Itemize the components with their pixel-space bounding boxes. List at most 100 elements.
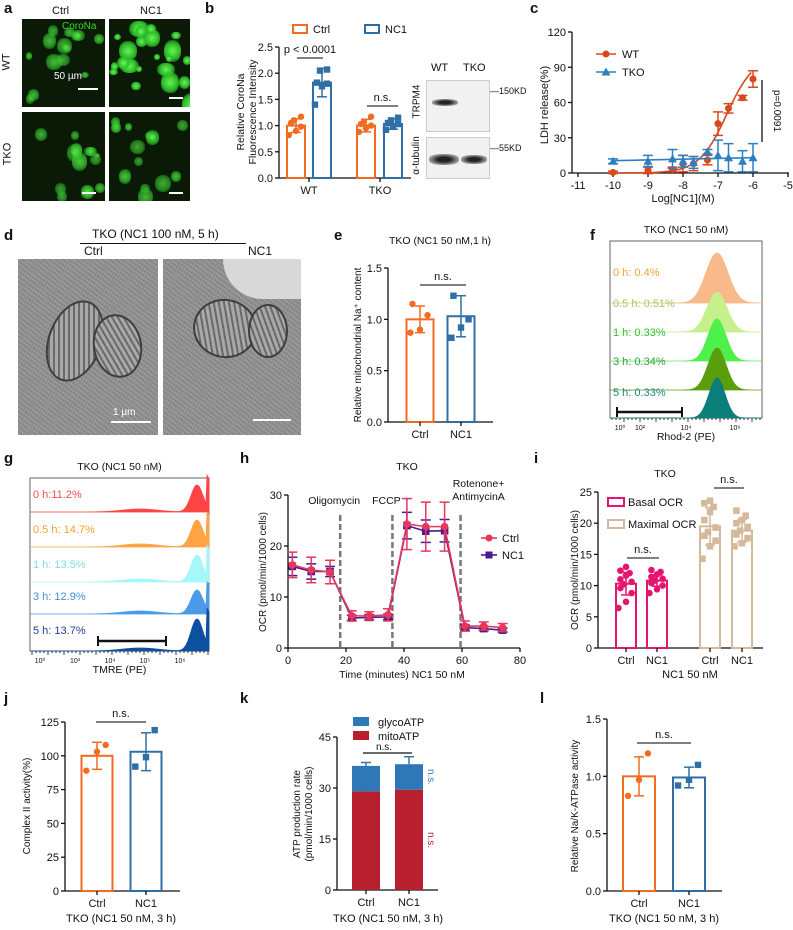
x-tick-label: 10⁰: [35, 657, 46, 665]
x-tick-label: Ctrl: [88, 898, 105, 910]
data-point: [714, 120, 722, 128]
x-tick-label: Ctrl: [411, 429, 428, 441]
y-axis-label: LDH release(%): [539, 66, 551, 144]
legend-swatch: [353, 731, 369, 740]
data-point: [389, 123, 397, 130]
cell-fluorescence: [48, 25, 58, 38]
x-axis-label: TMRE (PE): [93, 664, 147, 676]
data-point: [706, 497, 714, 505]
data-point: [742, 512, 749, 520]
y-tick-label: 25: [580, 487, 592, 499]
em-title-line: [80, 243, 246, 244]
data-point: [285, 131, 293, 139]
x-tick-label: -6: [748, 180, 758, 192]
x-tick-label: 0: [285, 655, 291, 667]
y-tick-label: 30: [319, 783, 331, 795]
x-tick-label: -9: [643, 180, 653, 192]
data-point: [622, 598, 630, 606]
x-tick-label: NC1: [646, 655, 668, 667]
cell-fluorescence: [181, 93, 190, 107]
cell-fluorescence: [137, 187, 154, 201]
significance-label: n.s.: [374, 92, 392, 104]
data-point: [326, 568, 334, 576]
x-axis-label: TKO (NC1 50 nM, 3 h): [609, 913, 719, 925]
data-point: [421, 522, 430, 531]
data-point: [622, 563, 630, 571]
data-point: [657, 568, 664, 576]
scale-bar: [169, 97, 183, 99]
data-point: [355, 128, 363, 136]
histogram-label: 1 h: 0.33%: [613, 327, 666, 339]
data-point: [644, 166, 652, 174]
em-image-nc1: [163, 259, 301, 435]
data-point: [617, 576, 624, 583]
significance-label: p=0.0091: [771, 90, 782, 132]
scale-label: 50 µm: [54, 71, 82, 82]
significance-label: p < 0.0001: [284, 44, 336, 56]
data-point: [292, 127, 300, 135]
y-tick-label: 5: [586, 612, 592, 624]
data-point: [323, 66, 331, 73]
cell-fluorescence: [81, 185, 95, 199]
y-tick-label: 0.0: [258, 173, 273, 185]
histogram-trace: [30, 510, 210, 548]
cell-fluorescence: [154, 54, 161, 61]
em-col-ctrl: Ctrl: [84, 244, 103, 258]
cell-fluorescence: [145, 24, 157, 34]
x-tick-label: 10⁴: [105, 658, 116, 665]
data-point: [748, 153, 758, 162]
x-tick-label: -5: [783, 180, 793, 192]
panel-label-k: k: [240, 690, 249, 707]
cell-fluorescence: [176, 120, 189, 132]
y-tick-label: 15: [580, 549, 592, 561]
data-point: [394, 120, 402, 128]
y-tick-label: 50: [47, 818, 59, 830]
data-point: [102, 741, 109, 749]
micrograph-tko-ctrl: [22, 112, 105, 201]
data-point: [648, 566, 655, 574]
y-tick-label: 10: [270, 592, 282, 604]
x-axis-label: Log[NC1](M): [652, 193, 715, 205]
data-point: [311, 101, 319, 108]
scale-bar: [169, 192, 183, 194]
significance-label: n.s.: [720, 474, 738, 486]
y-tick-label: 10: [580, 581, 592, 593]
data-point: [725, 104, 732, 112]
x-axis-label: Rhod-2 (PE): [657, 431, 715, 443]
stain-label: CoroNa: [62, 21, 97, 32]
data-point: [93, 748, 101, 755]
y-tick-label: 2.0: [258, 68, 273, 80]
histogram-label: 0.5 h: 14.7%: [33, 524, 95, 536]
data-point: [297, 123, 305, 130]
legend-label: Maximal OCR: [628, 519, 697, 531]
y-tick-label: 15: [319, 834, 331, 846]
data-point: [646, 589, 653, 597]
y-tick-label: 0.5: [367, 366, 382, 378]
significance-label: n.s.: [376, 742, 392, 753]
y-tick-label: 30: [270, 490, 282, 502]
marker-55kd: —55KD: [490, 143, 522, 153]
data-point: [659, 582, 666, 589]
x-axis-label: TKO (NC1 50 nM, 3 h): [66, 913, 176, 925]
blot-band: [429, 154, 459, 165]
data-point: [674, 782, 682, 789]
data-point: [643, 156, 653, 165]
cell-fluorescence: [134, 156, 144, 167]
data-point: [704, 528, 712, 536]
data-point: [703, 147, 712, 156]
histogram-trace: [610, 291, 762, 333]
y-tick-label: 0: [560, 168, 566, 180]
legend-label: Basal OCR: [628, 497, 683, 509]
em-scale-label: 1 µm: [113, 407, 136, 418]
data-point: [733, 519, 740, 527]
y-axis-label: Fluorescence Intensity: [247, 59, 259, 165]
panel-label-e: e: [334, 227, 343, 244]
data-point: [678, 156, 688, 165]
y-tick-label: 75: [47, 785, 59, 797]
series-line: [292, 523, 503, 629]
data-point: [448, 334, 455, 342]
legend-swatch: [353, 717, 369, 726]
legend-label: glycoATP: [378, 717, 424, 729]
bar: [129, 750, 163, 893]
data-point: [450, 292, 457, 299]
